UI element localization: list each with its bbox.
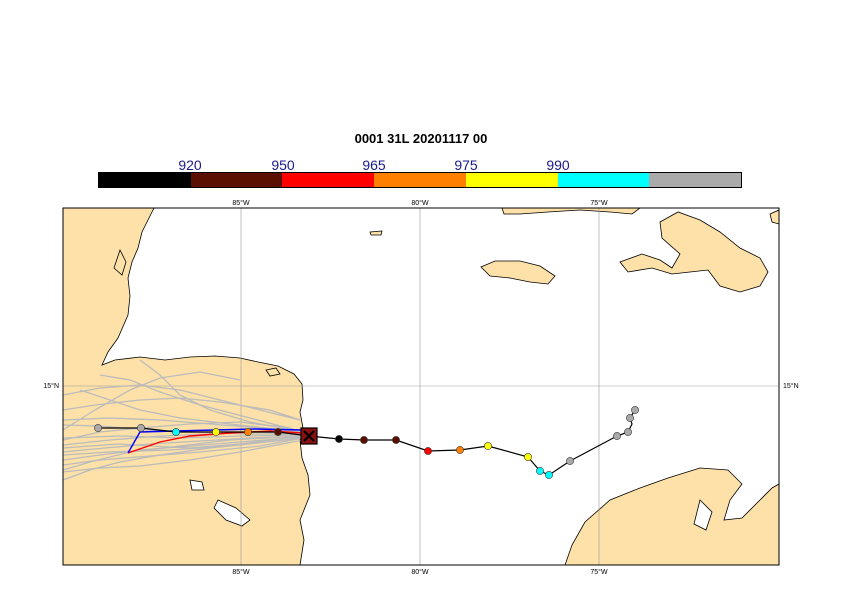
colorbar-segment-3: [374, 173, 466, 187]
gulf-of-venezuela: [693, 499, 713, 531]
lon-tick-top-75: 75°W: [590, 199, 608, 207]
forecast-track-point: [392, 436, 400, 444]
colorbar-segment-1: [190, 173, 283, 187]
ensemble-track-line: [63, 435, 304, 453]
ensemble-track-line: [63, 437, 304, 466]
forecast-track-point: [536, 467, 544, 475]
forecast-track-point: [335, 435, 343, 443]
ensemble-track-line: [99, 374, 304, 433]
forecast-track-point: [244, 428, 252, 436]
observed-track: [127, 428, 304, 454]
land-yucatan: [113, 248, 127, 276]
lon-tick-bottom-75: 75°W: [590, 568, 608, 576]
forecast-track-points: [94, 406, 639, 479]
forecast-track-point: [626, 414, 634, 422]
island-caymans: [369, 230, 383, 236]
lon-tick-top-80: 80°W: [411, 199, 429, 207]
colorbar-segment-4: [465, 173, 558, 187]
colorbar-label-920: 920: [178, 157, 202, 173]
colorbar-label-975: 975: [454, 157, 478, 173]
land-hispaniola: [619, 211, 769, 293]
forecast-track-point: [524, 453, 532, 461]
colorbar-label-990: 990: [546, 157, 570, 173]
forecast-track-point: [212, 428, 220, 436]
forecast-track-point: [94, 424, 102, 432]
land-cuba: [501, 208, 641, 215]
colorbar-label-965: 965: [362, 157, 386, 173]
ensemble-track-line: [63, 371, 241, 431]
lake-managua: [189, 479, 205, 491]
lat-tick-right-15: 15°N: [783, 382, 799, 390]
lon-tick-bottom-85: 85°W: [232, 568, 250, 576]
colorbar-labels: 920 950 965 975 990: [0, 0, 842, 173]
land-south-america: [564, 467, 779, 565]
map-frame: [62, 207, 780, 566]
forecast-track-point: [274, 428, 282, 436]
lon-tick-top-85: 85°W: [232, 199, 250, 207]
lat-tick-left-15: 15°N: [43, 382, 59, 390]
forecast-track-point: [624, 428, 632, 436]
forecast-track-point: [137, 424, 145, 432]
graticule: [63, 208, 779, 565]
map-content: [63, 208, 779, 565]
forecast-track-point: [566, 457, 574, 465]
current-position-icon: [303, 430, 315, 442]
colorbar-segment-5: [557, 173, 650, 187]
lon-tick-bottom-80: 80°W: [411, 568, 429, 576]
forecast-track-point: [424, 447, 432, 455]
pressure-colorbar: [98, 172, 742, 188]
ensemble-track-line: [63, 384, 301, 421]
land-central-america: [63, 208, 311, 565]
colorbar-segment-2: [282, 173, 375, 187]
forecast-track-point: [172, 428, 180, 436]
forecast-track-point: [613, 432, 621, 440]
land-puerto-rico: [769, 209, 779, 225]
forecast-track-point: [456, 446, 464, 454]
ensemble-track-line: [63, 439, 304, 473]
colorbar-label-950: 950: [271, 157, 295, 173]
forecast-track-point: [545, 471, 553, 479]
forecast-track: [98, 409, 636, 476]
colorbar-segment-6: [649, 173, 742, 187]
forecast-track-point: [484, 442, 492, 450]
ensemble-track-line: [63, 435, 304, 471]
land-jamaica: [480, 260, 556, 285]
chart-title: 0001 31L 20201117 00: [354, 131, 488, 146]
island-bay-islands: [265, 367, 281, 377]
ensemble-track-line: [139, 359, 304, 433]
forecast-track-point: [631, 406, 639, 414]
ensemble-track-line: [79, 389, 304, 433]
colorbar-segment-0: [99, 173, 191, 187]
ensemble-track-line: [63, 437, 304, 481]
forecast-track-point: [360, 436, 368, 444]
